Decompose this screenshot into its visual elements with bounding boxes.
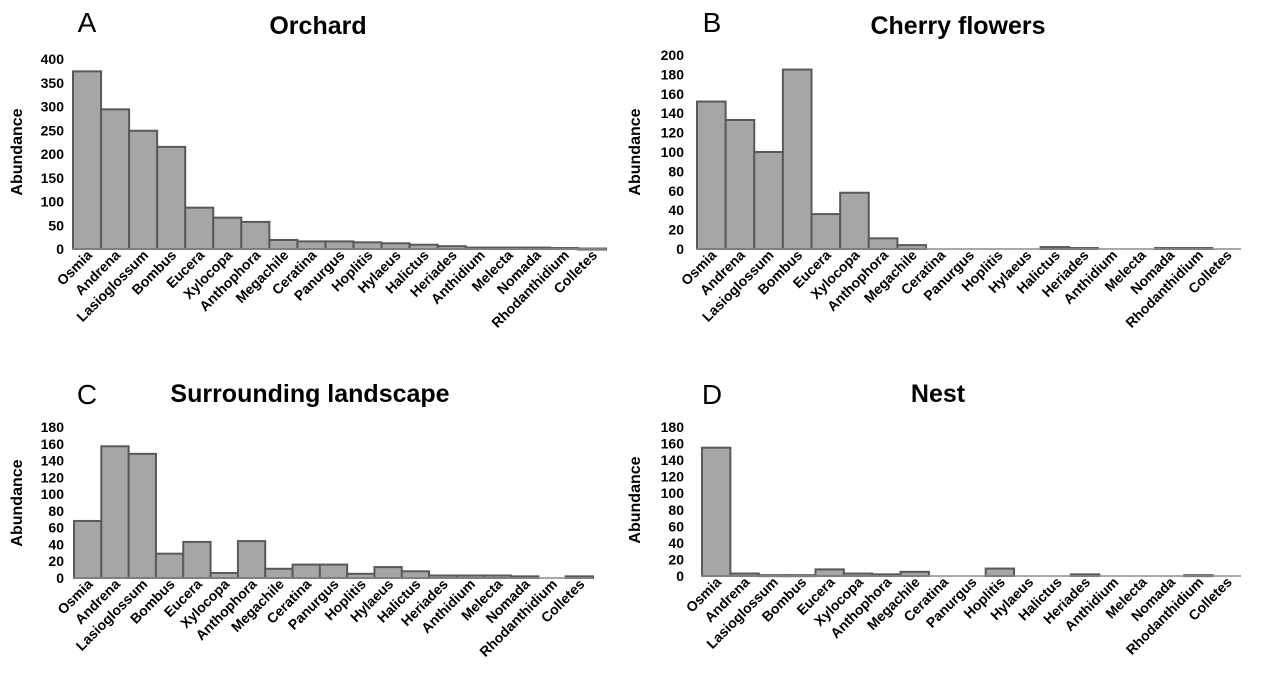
- y-tick-label: 40: [668, 535, 684, 551]
- bar-xylocopa: [839, 191, 870, 251]
- chart-title-d: Nest: [911, 380, 966, 408]
- y-tick-label: 180: [661, 66, 685, 82]
- bar-eucera: [184, 206, 215, 251]
- y-tick-label: 400: [41, 51, 65, 67]
- bar-eucera: [810, 213, 842, 250]
- y-tick-label: 20: [48, 553, 64, 569]
- y-tick-label: 100: [41, 486, 65, 502]
- bar-xylocopa: [209, 571, 239, 580]
- chart-title-b: Cherry flowers: [870, 12, 1045, 40]
- y-tick-label: 60: [668, 518, 684, 534]
- y-axis-label-c: Abundance: [9, 459, 26, 546]
- y-tick-label: 300: [41, 99, 65, 115]
- panel-letter-a: A: [78, 7, 97, 38]
- y-tick-label: 180: [41, 419, 65, 435]
- y-tick-label: 20: [668, 551, 684, 567]
- panel-letter-d: D: [702, 379, 722, 410]
- y-tick-label: 120: [661, 125, 685, 141]
- y-tick-label: 100: [661, 485, 685, 501]
- y-axis-label-d: Abundance: [627, 456, 644, 543]
- y-tick-label: 60: [48, 520, 64, 536]
- y-tick-label: 0: [56, 241, 64, 257]
- bar-eucera: [814, 568, 845, 578]
- bar-lasioglossum: [753, 151, 784, 250]
- bar-osmia: [73, 519, 103, 580]
- y-tick-label: 40: [48, 536, 64, 552]
- y-tick-label: 80: [668, 163, 684, 179]
- y-tick-label: 160: [41, 436, 65, 452]
- bar-andrena: [100, 108, 131, 250]
- y-tick-label: 120: [41, 469, 65, 485]
- bar-megachile: [268, 238, 299, 251]
- y-tick-label: 60: [668, 183, 684, 199]
- y-tick-label: 0: [676, 241, 684, 257]
- y-axis-label-b: Abundance: [627, 108, 644, 195]
- y-tick-label: 120: [661, 469, 685, 485]
- panel-d: D NestAbundance020406080100120140160180Os…: [627, 379, 1241, 658]
- y-tick-label: 100: [41, 194, 65, 210]
- y-tick-label: 160: [661, 86, 685, 102]
- bar-megachile: [264, 567, 294, 579]
- bar-hoplitis: [984, 567, 1016, 577]
- y-tick-label: 0: [676, 568, 684, 584]
- y-tick-label: 160: [661, 436, 685, 452]
- bar-osmia: [696, 100, 727, 250]
- y-tick-label: 40: [668, 202, 684, 218]
- y-tick-label: 180: [661, 419, 685, 435]
- y-tick-label: 0: [56, 570, 64, 586]
- bar-halictus: [400, 570, 431, 579]
- y-tick-label: 150: [41, 170, 65, 186]
- y-tick-label: 350: [41, 75, 65, 91]
- bar-andrena: [100, 445, 130, 579]
- y-tick-label: 200: [661, 47, 685, 63]
- y-tick-label: 200: [41, 146, 65, 162]
- bar-hoplitis: [352, 241, 383, 251]
- bar-bombus: [156, 145, 187, 250]
- bar-andrena: [724, 118, 756, 250]
- bar-anthophora: [236, 540, 267, 579]
- y-tick-label: 50: [48, 217, 64, 233]
- bar-bombus: [154, 552, 185, 580]
- bar-bombus: [781, 68, 813, 250]
- panel-c: C Surrounding landscape Abundance 020406080…: [9, 379, 594, 660]
- bar-eucera: [182, 540, 212, 580]
- bar-anthophora: [867, 237, 899, 251]
- y-tick-label: 140: [661, 105, 685, 121]
- bar-panurgus: [324, 240, 355, 250]
- bar-osmia: [72, 70, 103, 250]
- bar-hylaeus: [373, 566, 403, 579]
- bar-anthophora: [240, 220, 271, 251]
- y-tick-label: 80: [48, 503, 64, 519]
- bar-lasioglossum: [128, 129, 159, 251]
- panel-a: A Orchard Abundance 0 50 100 150 200 250 300 350 40…: [9, 7, 608, 331]
- panel-letter-c: C: [77, 379, 97, 410]
- bar-hylaeus: [380, 242, 411, 251]
- y-tick-label: 250: [41, 122, 65, 138]
- y-tick-label: 80: [668, 502, 684, 518]
- chart-title-a: Orchard: [269, 12, 366, 40]
- y-tick-label: 140: [661, 452, 685, 468]
- y-tick-label: 100: [661, 144, 685, 160]
- bar-lasioglossum: [127, 452, 157, 580]
- chart-title-c: Surrounding landscape: [170, 380, 449, 408]
- bar-xylocopa: [212, 216, 243, 250]
- panel-b: B Cherry flowers Abundance 0 20 40 60 80 100 120 1…: [627, 7, 1241, 331]
- bar-osmia: [701, 446, 732, 578]
- y-tick-label: 20: [668, 222, 684, 238]
- panel-letter-b: B: [703, 7, 722, 38]
- y-tick-label: 140: [41, 453, 65, 469]
- bar-ceratina: [291, 563, 321, 579]
- bar-panurgus: [318, 563, 349, 579]
- bar-ceratina: [296, 240, 327, 250]
- y-axis-label-a: Abundance: [9, 108, 26, 195]
